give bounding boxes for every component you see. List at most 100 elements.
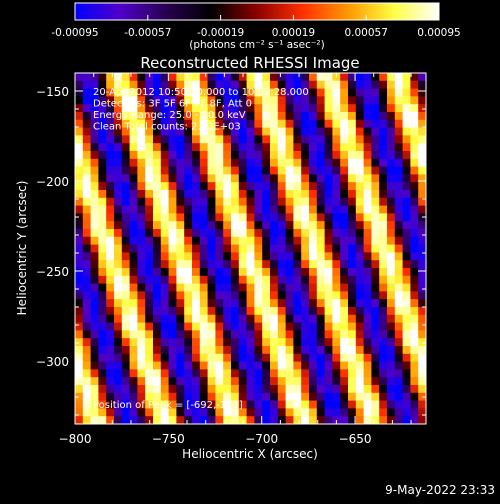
heatmap-cell bbox=[316, 299, 326, 308]
heatmap-cell bbox=[262, 190, 271, 199]
heatmap-cell bbox=[285, 400, 294, 409]
heatmap-cell bbox=[106, 96, 115, 105]
heatmap-cell bbox=[293, 135, 302, 144]
heatmap-cell bbox=[98, 330, 107, 339]
heatmap-cell bbox=[355, 377, 365, 386]
heatmap-cell bbox=[340, 197, 349, 207]
heatmap-cell bbox=[215, 416, 224, 424]
heatmap-cell bbox=[363, 229, 372, 238]
heatmap-cell bbox=[215, 338, 224, 347]
heatmap-cell bbox=[82, 158, 92, 168]
heatmap-cell bbox=[207, 353, 216, 363]
heatmap-cell bbox=[207, 291, 216, 300]
heatmap-cell bbox=[277, 322, 287, 331]
heatmap-cell bbox=[153, 143, 162, 152]
heatmap-cell bbox=[316, 377, 326, 386]
heatmap-cell bbox=[215, 307, 224, 316]
heatmap-cell bbox=[145, 377, 154, 386]
heatmap-cell bbox=[246, 377, 255, 386]
plot-frame bbox=[74, 72, 427, 425]
heatmap-cell bbox=[153, 338, 162, 347]
heatmap-cell bbox=[75, 299, 84, 308]
heatmap-cell bbox=[363, 400, 372, 409]
heatmap-cell bbox=[394, 400, 404, 409]
heatmap-cell bbox=[199, 166, 209, 175]
heatmap-cell bbox=[285, 283, 294, 292]
heatmap-cell bbox=[231, 385, 240, 394]
annotation-line: Clean Total counts: 2.42E+03 bbox=[93, 122, 241, 133]
heatmap-cell bbox=[254, 104, 263, 113]
heatmap-cell bbox=[340, 369, 349, 378]
heatmap-cell bbox=[114, 213, 123, 222]
heatmap-cell bbox=[168, 353, 177, 363]
heatmap-cell bbox=[301, 104, 310, 113]
heatmap-cell bbox=[301, 385, 310, 394]
heatmap-cell bbox=[418, 385, 426, 394]
heatmap-cell bbox=[207, 322, 216, 331]
heatmap-cell bbox=[75, 88, 84, 97]
heatmap-cell bbox=[168, 213, 177, 222]
heatmap-cell bbox=[379, 104, 388, 113]
heatmap-cell bbox=[246, 112, 255, 121]
heatmap-cell bbox=[270, 392, 279, 402]
heatmap-cell bbox=[301, 96, 310, 105]
heatmap-cell bbox=[215, 346, 224, 355]
heatmap-cell bbox=[153, 213, 162, 222]
heatmap-cell bbox=[176, 392, 185, 402]
heatmap-cell bbox=[371, 283, 380, 292]
heatmap-cell bbox=[246, 400, 255, 409]
heatmap-cell bbox=[106, 346, 115, 355]
heatmap-cell bbox=[137, 166, 146, 175]
heatmap-cell bbox=[160, 96, 170, 105]
heatmap-cell bbox=[309, 307, 318, 316]
heatmap-cell bbox=[137, 385, 146, 394]
heatmap-cell bbox=[223, 346, 232, 355]
heatmap-cell bbox=[121, 322, 131, 331]
heatmap-cell bbox=[98, 353, 107, 363]
heatmap-cell bbox=[340, 190, 349, 199]
heatmap-cell bbox=[254, 112, 263, 121]
heatmap-cell bbox=[121, 174, 131, 183]
heatmap-cell bbox=[160, 88, 170, 97]
heatmap-cell bbox=[192, 291, 201, 300]
heatmap-cell bbox=[153, 369, 162, 378]
heatmap-cell bbox=[98, 244, 107, 253]
heatmap-cell bbox=[82, 205, 92, 214]
heatmap-cell bbox=[379, 73, 388, 82]
heatmap-cell bbox=[394, 197, 404, 207]
heatmap-cell bbox=[387, 221, 396, 230]
heatmap-cell bbox=[98, 361, 107, 370]
heatmap-cell bbox=[371, 182, 380, 191]
colorbar-ticks: -0.00095 -0.00057 -0.00019 0.00019 0.00057 0.… bbox=[51, 15, 461, 39]
heatmap-cell bbox=[316, 338, 326, 347]
heatmap-cell bbox=[309, 353, 318, 363]
heatmap-cell bbox=[371, 73, 380, 82]
heatmap-cell bbox=[293, 127, 302, 136]
heatmap-cell bbox=[363, 182, 372, 191]
heatmap-cell bbox=[145, 400, 154, 409]
heatmap-cell bbox=[160, 346, 170, 355]
heatmap-cell bbox=[371, 314, 380, 324]
heatmap-cell bbox=[418, 166, 426, 175]
heatmap-cell bbox=[254, 283, 263, 292]
heatmap-cell bbox=[145, 369, 154, 378]
heatmap-cell bbox=[192, 143, 201, 152]
heatmap-cell bbox=[270, 260, 279, 269]
heatmap-cell bbox=[137, 260, 146, 269]
heatmap-cell bbox=[324, 338, 333, 347]
heatmap-cell bbox=[145, 346, 154, 355]
heatmap-cell bbox=[153, 80, 162, 90]
heatmap-cell bbox=[129, 377, 138, 386]
heatmap-cell bbox=[355, 229, 365, 238]
heatmap-cell bbox=[238, 104, 248, 113]
heatmap-cell bbox=[106, 151, 115, 160]
heatmap-cell bbox=[192, 174, 201, 183]
heatmap-cell bbox=[293, 283, 302, 292]
heatmap-cell bbox=[394, 353, 404, 363]
heatmap-cell bbox=[301, 283, 310, 292]
heatmap-cell bbox=[238, 151, 248, 160]
heatmap-cell bbox=[184, 408, 193, 417]
heatmap-cell bbox=[98, 268, 107, 277]
heatmap-cell bbox=[238, 377, 248, 386]
heatmap-cell bbox=[82, 314, 92, 324]
